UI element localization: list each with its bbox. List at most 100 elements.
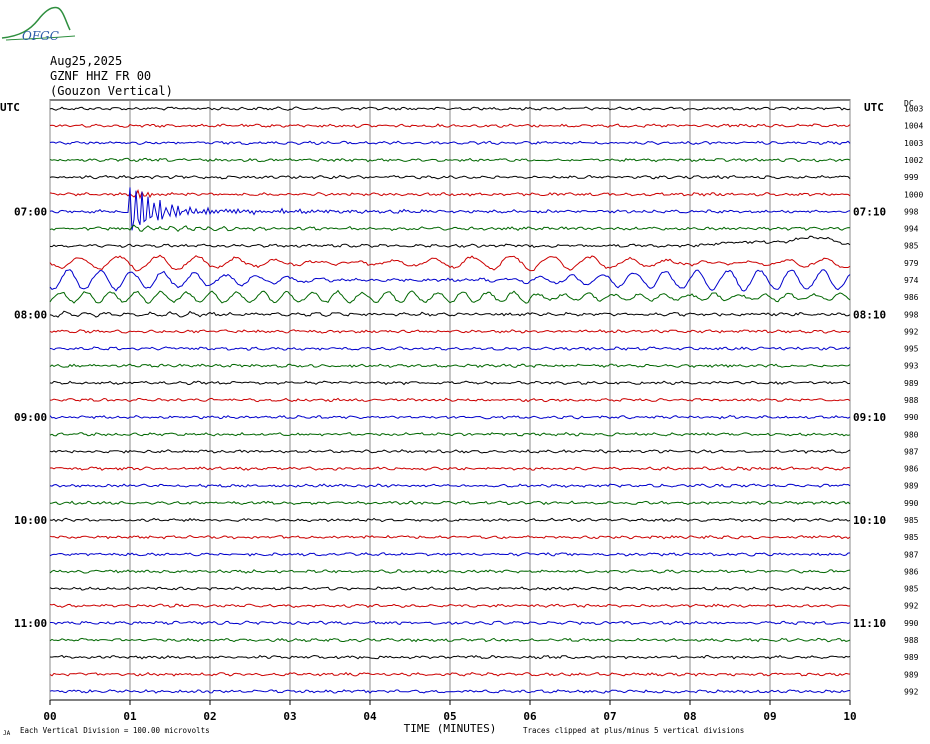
seismic-trace-row: [49, 269, 851, 292]
seismic-trace-row: [49, 289, 851, 304]
left-time-label: 11:00: [14, 617, 47, 630]
plot-grid: [49, 99, 851, 705]
seismic-trace-row: [49, 466, 851, 471]
x-tick-label: 10: [843, 710, 856, 723]
dc-offset-label: 989: [904, 670, 919, 679]
dc-offset-label: 1000: [904, 190, 923, 199]
seismic-trace-row: [49, 689, 851, 694]
x-tick-label: 09: [763, 710, 776, 723]
seismic-trace-row: [49, 534, 851, 540]
dc-offset-label: 989: [904, 379, 919, 388]
seismic-trace-row: [49, 254, 851, 272]
seismic-trace-row: [49, 140, 851, 146]
seismic-trace-row: [49, 157, 851, 163]
dc-column-label: DC: [904, 99, 914, 108]
left-time-label: 08:00: [14, 308, 47, 321]
location-label: (Gouzon Vertical): [50, 84, 173, 98]
seismic-trace-row: [49, 346, 851, 351]
clip-footnote: Traces clipped at plus/minus 5 vertical …: [523, 726, 744, 735]
dc-offset-label: 992: [904, 602, 919, 611]
dc-offset-label: 998: [904, 207, 919, 216]
seismic-trace-row: [49, 414, 851, 420]
dc-offset-label: 988: [904, 636, 919, 645]
x-tick-label: 01: [123, 710, 137, 723]
dc-offset-label: 1003: [904, 105, 923, 114]
x-tick-label: 05: [443, 710, 456, 723]
seismic-trace-row: [49, 310, 851, 318]
seismic-trace-row: [49, 586, 851, 591]
footnote-mark: JA: [3, 730, 11, 737]
x-tick-label: 07: [603, 710, 616, 723]
dc-offset-label: 987: [904, 447, 919, 456]
seismic-trace-row: [49, 483, 851, 488]
left-time-label: 07:00: [14, 205, 47, 218]
seismic-trace-row: [49, 187, 851, 231]
right-utc-label: UTC: [864, 101, 884, 114]
dc-offset-label: 993: [904, 362, 919, 371]
dc-offset-label: 999: [904, 173, 919, 182]
dc-offset-label: 979: [904, 259, 919, 268]
dc-offset-label: 994: [904, 225, 919, 234]
dc-offset-label: 1002: [904, 156, 923, 165]
dc-offset-label: 989: [904, 653, 919, 662]
right-time-label: 09:10: [853, 411, 886, 424]
seismic-trace-row: [49, 189, 851, 200]
axis-labels: UTC UTC DC TIME (MINUTES) Each Vertical …: [0, 99, 923, 737]
left-time-label: 10:00: [14, 514, 47, 527]
dc-offset-label: 990: [904, 619, 919, 628]
seismic-trace-row: [49, 123, 851, 128]
x-tick-label: 06: [523, 710, 537, 723]
x-axis-title: TIME (MINUTES): [404, 722, 497, 735]
left-utc-label: UTC: [0, 101, 20, 114]
x-tick-label: 04: [363, 710, 377, 723]
dc-offset-label: 1004: [904, 122, 923, 131]
right-time-label: 10:10: [853, 514, 886, 527]
seismic-trace-row: [49, 329, 851, 334]
seismic-trace-row: [49, 449, 851, 454]
dc-offset-label: 980: [904, 430, 919, 439]
dc-offset-label: 998: [904, 310, 919, 319]
seismic-trace-row: [49, 603, 850, 608]
dc-offset-label: 995: [904, 345, 919, 354]
dc-offset-label: 989: [904, 482, 919, 491]
seismic-trace-row: [49, 552, 851, 557]
x-tick-label: 03: [283, 710, 296, 723]
date-label: Aug25,2025: [50, 54, 123, 68]
seismic-trace-row: [49, 224, 851, 233]
seismic-trace-row: [49, 174, 851, 180]
seismic-trace-row: [49, 671, 851, 677]
seismic-trace-row: [49, 106, 851, 111]
seismic-trace-row: [49, 517, 851, 523]
seismic-trace-row: [49, 397, 851, 403]
logo-text: OFGC: [22, 29, 59, 43]
right-time-label: 07:10: [853, 205, 886, 218]
seismic-trace-row: [49, 637, 851, 643]
seismic-trace-row: [49, 363, 851, 368]
seismic-trace-row: [49, 654, 851, 660]
dc-offset-label: 986: [904, 293, 919, 302]
dc-offset-label: 985: [904, 516, 919, 525]
dc-offset-label: 992: [904, 327, 919, 336]
dc-offset-label: 990: [904, 499, 919, 508]
dc-offset-label: 986: [904, 465, 919, 474]
dc-offset-label: 974: [904, 276, 919, 285]
dc-offset-label: 986: [904, 567, 919, 576]
x-tick-label: 02: [203, 710, 216, 723]
dc-offset-label: 992: [904, 687, 919, 696]
x-tick-label: 08: [683, 710, 696, 723]
dc-offset-label: 987: [904, 550, 919, 559]
dc-offset-label: 988: [904, 396, 919, 405]
dc-offset-label: 985: [904, 533, 919, 542]
dc-offset-label: 1003: [904, 139, 923, 148]
right-time-label: 11:10: [853, 617, 886, 630]
seismic-trace-row: [49, 431, 851, 437]
ofgc-logo: OFGC: [1, 6, 76, 43]
scale-footnote: Each Vertical Division = 100.00 microvol…: [20, 726, 210, 735]
x-tick-label: 00: [43, 710, 56, 723]
dc-offset-label: 985: [904, 242, 919, 251]
seismic-trace-row: [49, 500, 851, 506]
dc-offset-label: 985: [904, 585, 919, 594]
seismic-trace-row: [49, 235, 851, 249]
seismic-trace-row: [49, 569, 851, 574]
